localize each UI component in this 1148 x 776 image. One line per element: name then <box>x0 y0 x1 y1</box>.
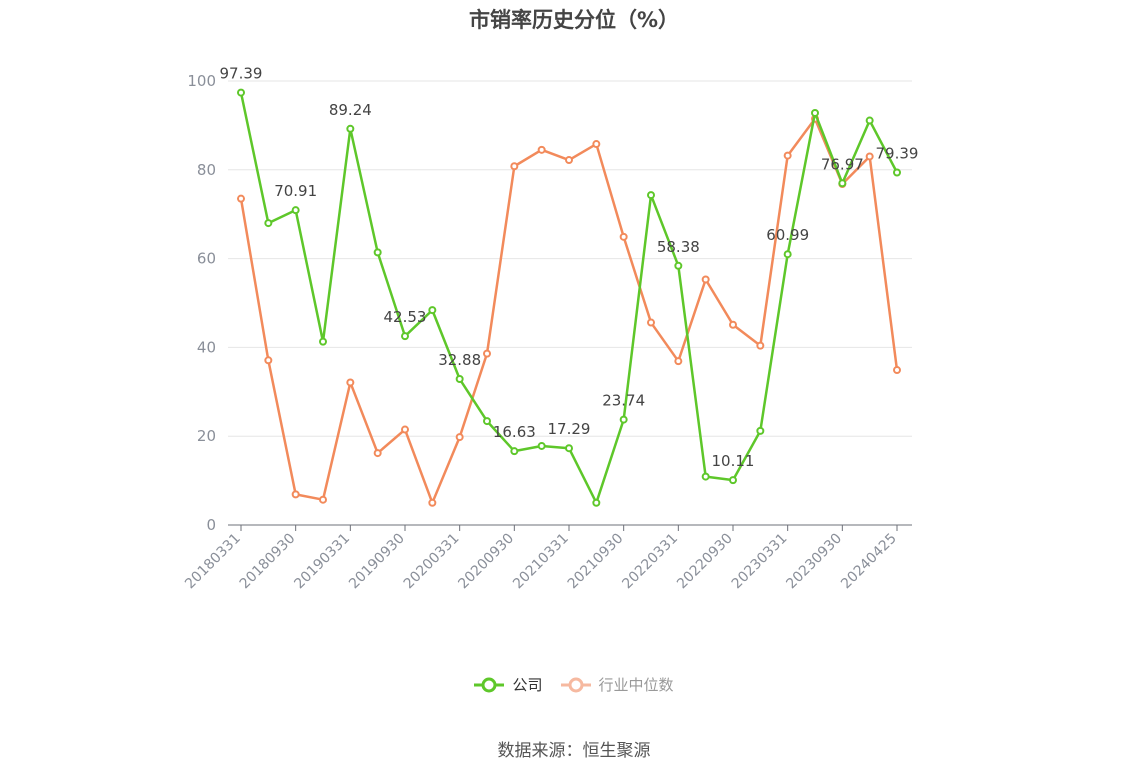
company-data-point <box>756 426 765 435</box>
x-tick-label: 20230930 <box>783 531 845 593</box>
label-layer: 97.39 70.91 89.24 42.53 32.88 16.63 17.29 23.74… <box>220 65 919 471</box>
company-data-point <box>783 250 792 259</box>
company-data-label: 32.88 <box>438 351 481 369</box>
industry-data-point <box>865 152 874 161</box>
y-tick-label: 60 <box>197 250 216 268</box>
legend: 公司 行业中位数 <box>0 674 1148 695</box>
industry-data-point <box>455 433 464 442</box>
x-tick-label: 20180930 <box>237 531 299 593</box>
x-tick-label: 20190930 <box>346 531 408 593</box>
chart-title: 市销率历史分位（%） <box>468 8 680 32</box>
company-data-label: 76.97 <box>821 155 864 173</box>
company-data-point <box>674 261 683 270</box>
x-tick-label: 20200331 <box>401 531 463 593</box>
industry-data-point <box>346 378 355 387</box>
legend-industry-marker-icon <box>560 677 591 692</box>
data-source: 数据来源：恒生聚源 <box>497 741 651 761</box>
industry-data-point <box>674 357 683 366</box>
x-tick-label: 20210331 <box>510 531 572 593</box>
x-tick-label: 20180331 <box>182 531 244 593</box>
industry-data-point <box>619 232 628 241</box>
legend-item-company[interactable]: 公司 <box>474 674 543 695</box>
industry-data-point <box>291 490 300 499</box>
x-tick-label: 20230331 <box>729 531 791 593</box>
legend-industry-label: 行业中位数 <box>598 676 674 694</box>
industry-data-point <box>428 498 437 507</box>
company-data-label: 70.91 <box>274 182 317 200</box>
x-tick-label: 20240425 <box>838 531 900 593</box>
company-data-point <box>428 306 437 315</box>
y-tick-label: 0 <box>206 516 216 534</box>
company-data-label: 17.29 <box>548 420 591 438</box>
industry-data-point <box>756 341 765 350</box>
grid-layer <box>228 80 912 437</box>
y-tick-label: 100 <box>187 72 216 90</box>
industry-data-point <box>237 194 245 203</box>
industry-data-point <box>565 156 573 165</box>
company-data-point <box>237 88 245 97</box>
company-data-label: 16.63 <box>493 423 536 441</box>
series-layer <box>237 88 901 507</box>
x-tick-label: 20210930 <box>565 531 627 593</box>
x-tick-label: 20200930 <box>455 531 517 593</box>
industry-data-point <box>893 366 901 375</box>
industry-data-point <box>483 349 491 358</box>
industry-data-point <box>647 318 655 327</box>
x-tick-label: 20220930 <box>674 531 736 593</box>
company-data-point <box>592 498 601 507</box>
y-tick-label: 80 <box>197 161 216 179</box>
industry-data-point <box>510 162 519 171</box>
company-data-label: 89.24 <box>329 101 372 119</box>
company-data-point <box>619 415 628 424</box>
industry-data-point <box>401 425 409 434</box>
company-data-point <box>865 116 874 125</box>
legend-item-industry[interactable]: 行业中位数 <box>560 674 674 695</box>
company-data-label: 23.74 <box>602 392 645 410</box>
industry-data-point <box>729 320 737 329</box>
company-data-point <box>319 337 327 346</box>
x-tick-label: 20190331 <box>291 531 353 593</box>
line-chart: 0 20 40 60 80 100 2018033120180930201903312019… <box>182 65 919 593</box>
company-data-point <box>701 472 710 481</box>
company-data-point <box>838 179 847 188</box>
company-data-label: 60.99 <box>766 226 809 244</box>
company-data-point <box>893 168 901 177</box>
legend-company-marker-icon <box>474 677 505 692</box>
industry-data-point <box>783 151 792 160</box>
x-tick-label: 20220331 <box>619 531 681 593</box>
company-series-line <box>239 92 899 505</box>
company-data-label: 79.39 <box>876 145 919 163</box>
company-data-point <box>373 248 382 257</box>
industry-data-point <box>319 495 327 504</box>
company-data-point <box>729 476 737 485</box>
industry-data-point <box>264 356 273 365</box>
company-data-label: 42.53 <box>384 308 427 326</box>
y-tick-label: 40 <box>197 338 216 356</box>
company-data-point <box>346 124 355 133</box>
y-tick-label: 20 <box>197 427 216 445</box>
company-data-point <box>401 332 409 341</box>
company-data-point <box>483 417 491 426</box>
industry-data-point <box>701 275 710 284</box>
axis-layer: 0 20 40 60 80 100 2018033120180930201903312019… <box>182 72 912 592</box>
legend-company-label: 公司 <box>512 676 543 694</box>
company-data-point <box>455 375 464 384</box>
company-data-label: 10.11 <box>712 452 755 470</box>
company-data-point <box>647 191 655 200</box>
industry-data-point <box>592 140 601 149</box>
company-data-point <box>264 219 273 228</box>
company-data-point <box>537 441 546 450</box>
company-data-point <box>510 447 519 456</box>
company-data-point <box>291 206 300 215</box>
industry-data-point <box>537 145 546 154</box>
company-data-label: 58.38 <box>657 238 700 256</box>
industry-data-point <box>373 449 382 458</box>
company-data-label: 97.39 <box>220 65 263 83</box>
company-data-point <box>565 444 573 453</box>
company-data-point <box>811 108 819 117</box>
